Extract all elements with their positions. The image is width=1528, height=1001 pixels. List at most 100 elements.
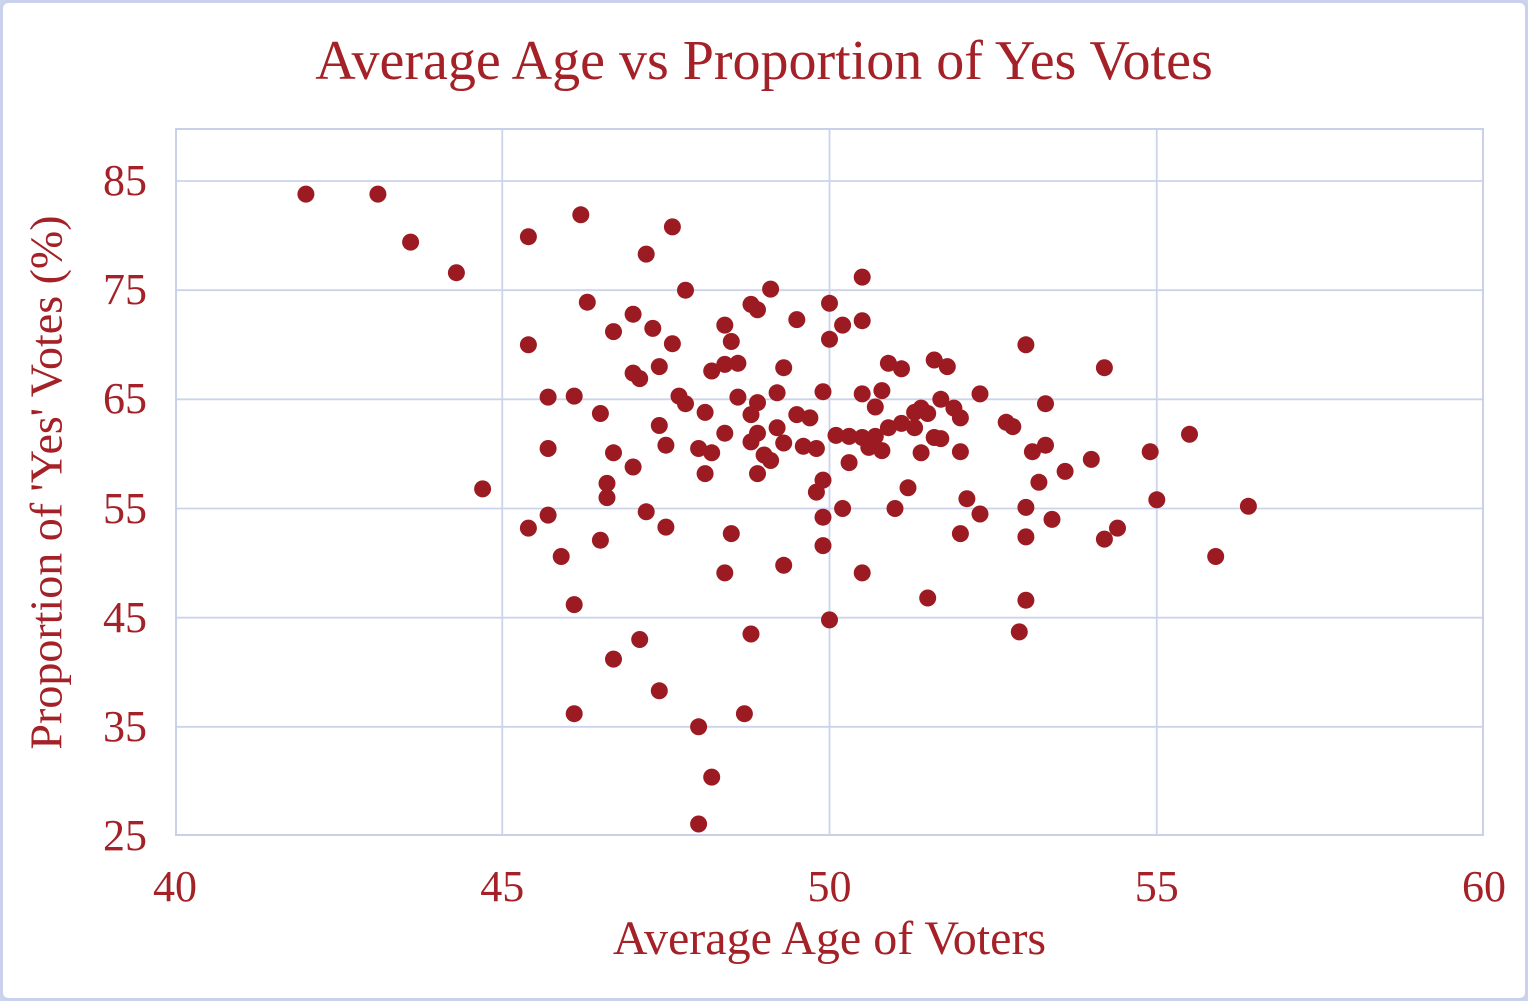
data-point	[716, 316, 734, 334]
data-point	[912, 444, 930, 462]
data-point	[840, 454, 858, 472]
data-point	[696, 403, 714, 421]
data-point	[722, 333, 740, 350]
data-point	[932, 430, 950, 448]
data-point	[1181, 425, 1198, 443]
data-point	[879, 354, 897, 372]
data-point	[519, 519, 537, 537]
data-point	[853, 564, 871, 582]
plot-border	[175, 128, 1484, 836]
data-point	[971, 505, 989, 523]
data-point	[591, 531, 609, 549]
data-point	[716, 564, 734, 582]
data-point	[637, 503, 655, 521]
x-tick-label: 40	[153, 862, 197, 911]
data-point	[650, 417, 668, 434]
data-point	[650, 358, 668, 376]
data-point	[742, 406, 760, 424]
data-point	[565, 596, 583, 614]
data-point	[735, 705, 753, 723]
data-point	[690, 815, 708, 833]
data-point	[539, 506, 557, 524]
data-point	[729, 388, 747, 406]
data-point	[578, 293, 596, 311]
data-point	[1017, 528, 1035, 546]
data-point	[677, 395, 694, 413]
data-point	[762, 452, 780, 469]
y-tick-label: 25	[103, 811, 147, 860]
x-tick-label: 50	[807, 862, 852, 911]
data-point	[814, 508, 832, 526]
data-point	[932, 390, 950, 408]
data-point	[951, 525, 969, 543]
x-tick-label: 45	[480, 862, 525, 911]
data-point	[1030, 473, 1048, 491]
data-point	[938, 358, 956, 376]
data-point	[899, 479, 917, 497]
data-point	[801, 409, 819, 427]
data-point	[1043, 510, 1061, 528]
data-point	[762, 280, 780, 298]
data-point	[860, 438, 878, 456]
data-point	[729, 354, 747, 372]
data-point	[624, 458, 642, 476]
data-point	[1109, 519, 1126, 537]
data-point	[1004, 418, 1022, 436]
data-point	[591, 405, 609, 422]
data-point	[644, 319, 662, 337]
data-point	[369, 185, 387, 203]
data-point	[925, 351, 943, 369]
data-point	[447, 264, 465, 282]
data-point	[1037, 436, 1054, 454]
data-point	[1239, 497, 1257, 515]
y-tick-label: 55	[103, 483, 147, 533]
data-point	[821, 294, 838, 312]
data-point	[696, 465, 714, 483]
y-tick-label: 35	[103, 701, 147, 751]
data-point	[605, 650, 622, 668]
data-point	[637, 245, 655, 263]
y-tick-label: 85	[103, 156, 147, 205]
x-axis-title: Average Age of Voters	[612, 912, 1047, 965]
data-point	[906, 419, 924, 437]
data-point	[1207, 548, 1225, 565]
data-point	[552, 548, 570, 565]
data-point	[814, 537, 832, 555]
y-tick-label: 45	[103, 592, 147, 642]
data-point	[834, 500, 852, 517]
data-point	[519, 228, 537, 246]
data-point	[768, 419, 786, 437]
data-point	[565, 387, 583, 405]
data-point	[807, 483, 825, 501]
plot-area	[175, 128, 1484, 836]
y-tick-label: 75	[103, 265, 147, 315]
data-point	[663, 335, 681, 353]
data-point	[749, 465, 766, 483]
data-point	[297, 185, 315, 203]
data-point	[474, 480, 492, 498]
data-point	[919, 405, 937, 422]
data-point	[853, 268, 871, 286]
data-point	[1095, 359, 1113, 377]
data-point	[866, 398, 884, 416]
data-point	[893, 414, 910, 432]
data-point	[788, 406, 806, 424]
data-point	[1082, 450, 1100, 468]
data-point	[1017, 498, 1035, 516]
data-point	[1023, 443, 1041, 461]
data-point	[1017, 336, 1035, 354]
data-point	[958, 490, 976, 508]
data-point	[873, 442, 891, 460]
data-point	[1010, 623, 1028, 641]
data-point	[677, 281, 694, 299]
data-point	[775, 556, 793, 574]
data-point	[749, 424, 766, 442]
data-point	[1017, 591, 1035, 609]
data-point	[539, 440, 557, 457]
data-point	[722, 525, 740, 543]
data-point	[951, 443, 969, 461]
data-point	[716, 424, 734, 442]
data-point	[749, 301, 766, 319]
data-point	[650, 682, 668, 700]
